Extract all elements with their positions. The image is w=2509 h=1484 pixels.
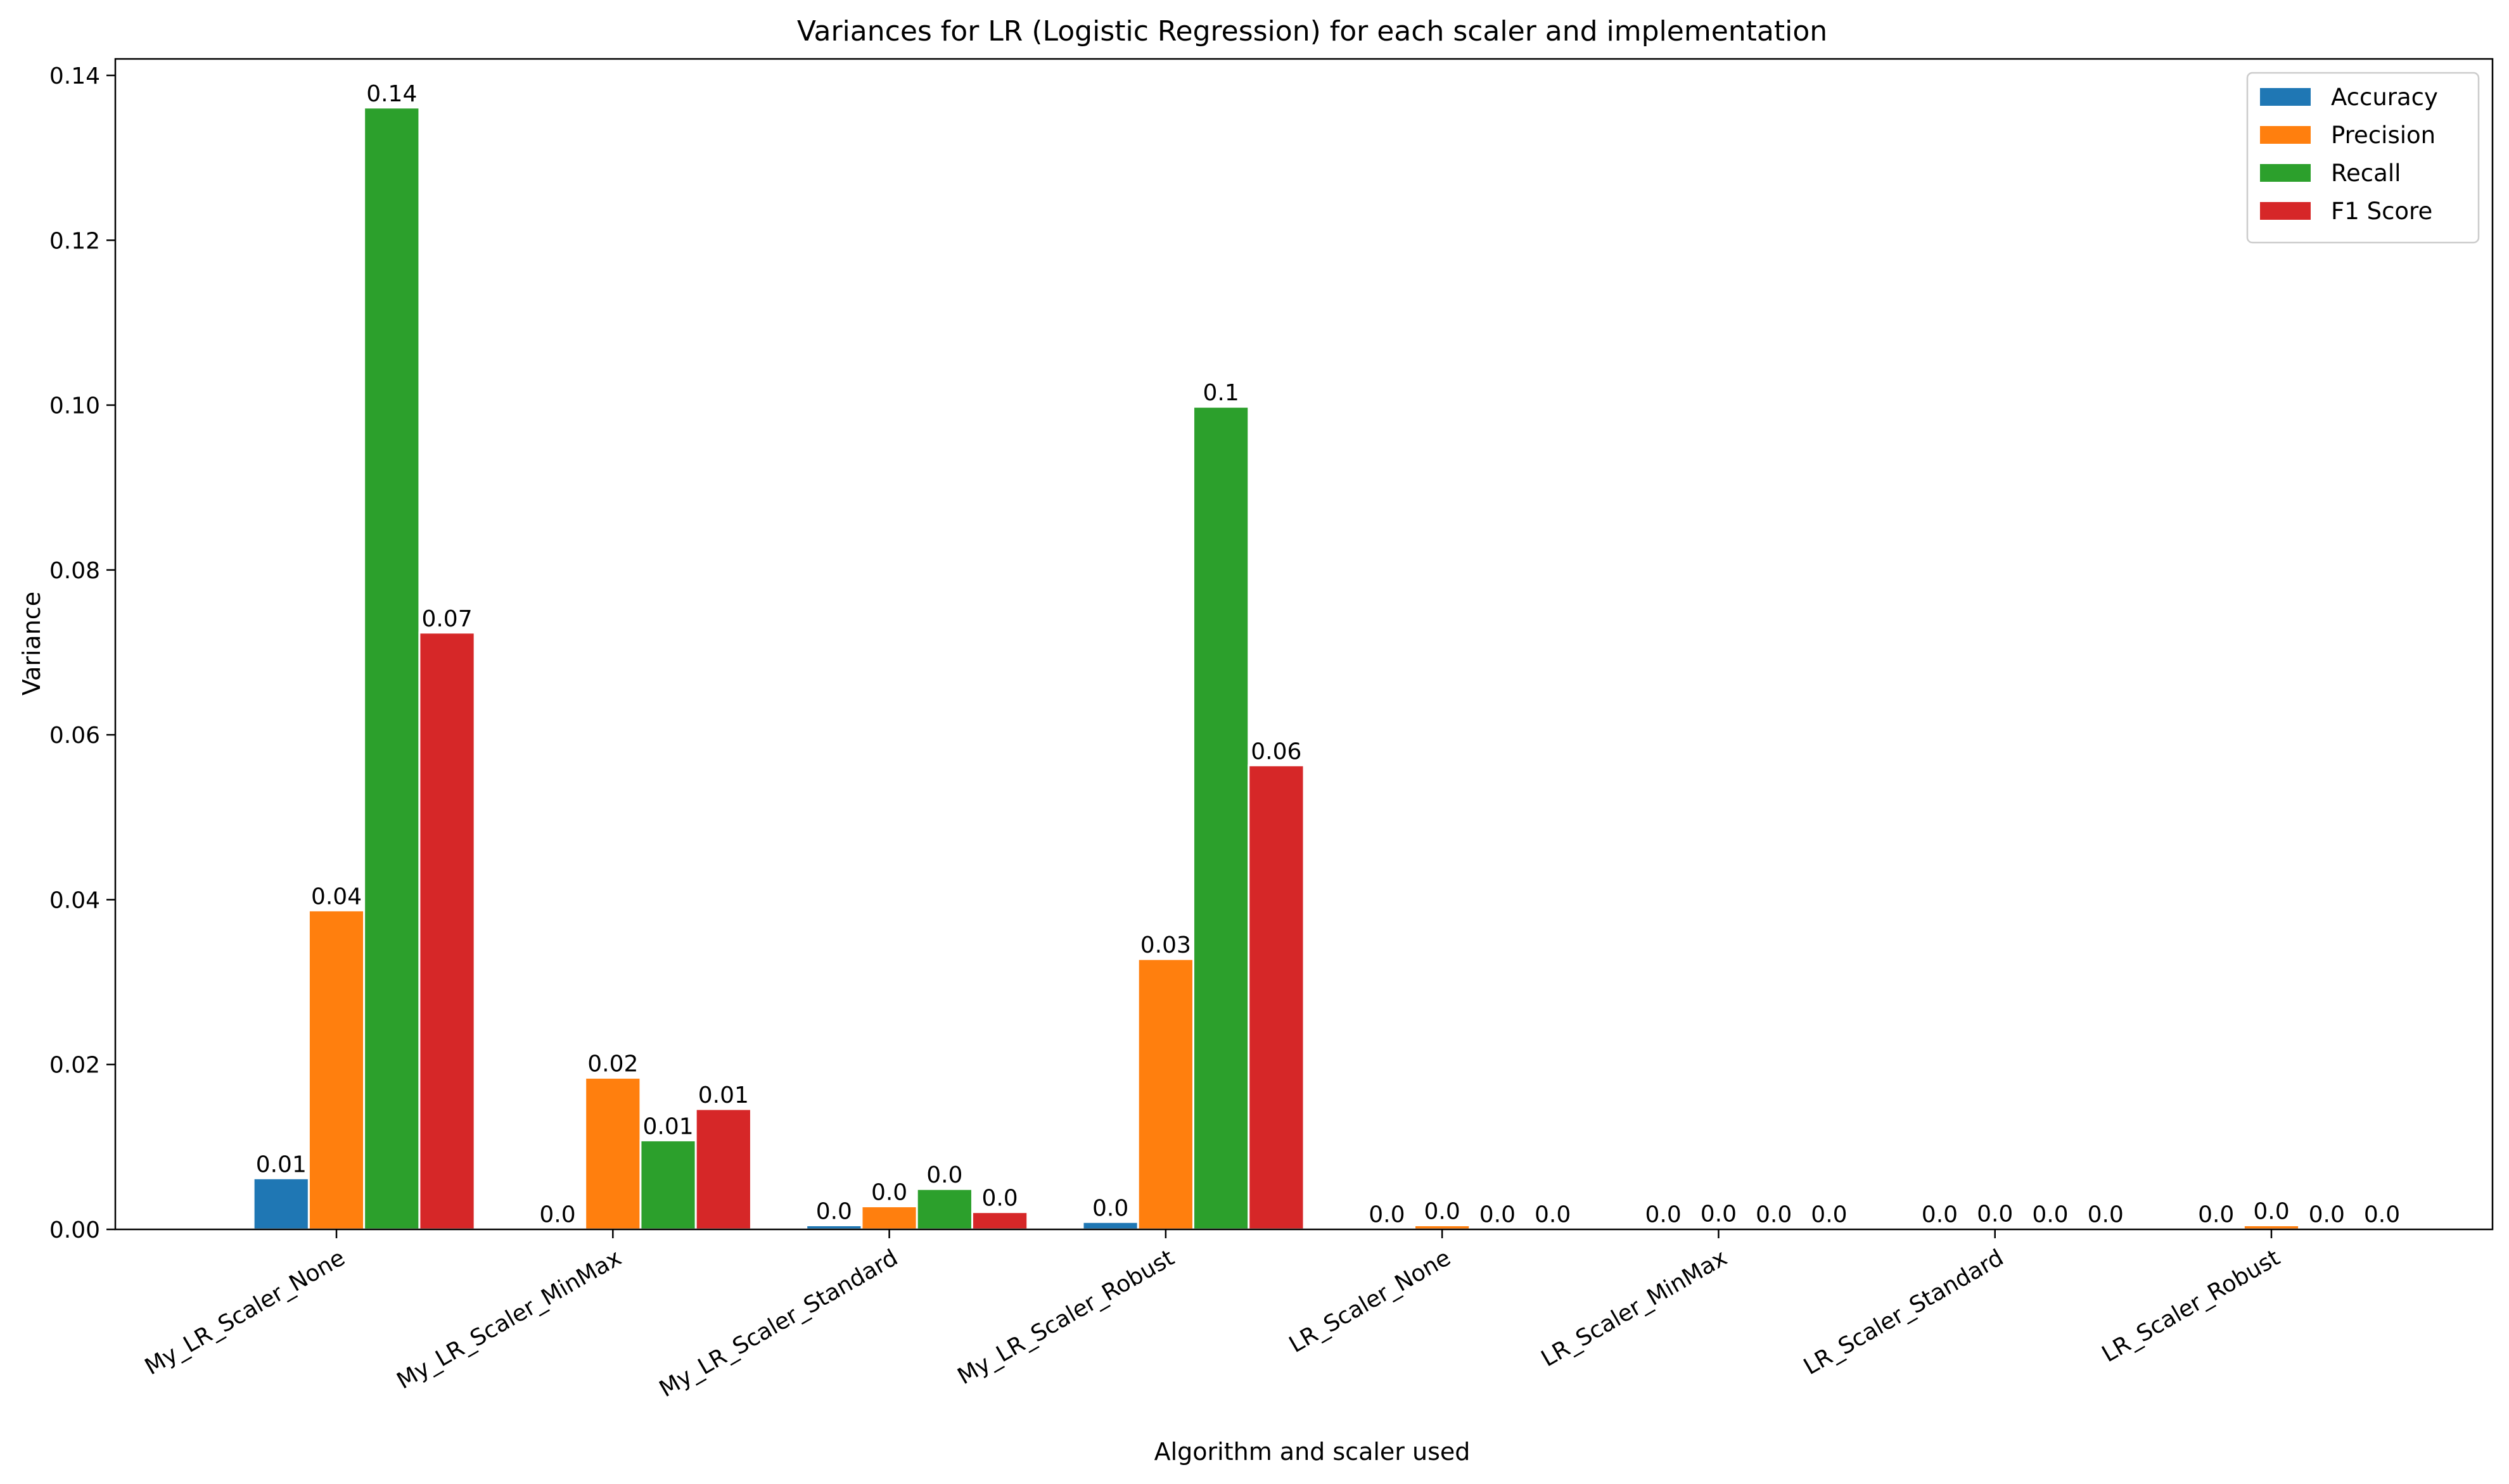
bar: [584, 1077, 642, 1231]
legend-box: [2246, 72, 2480, 244]
bar-value-label: 0.0: [2088, 1202, 2124, 1228]
legend-swatch: [2260, 88, 2311, 106]
bar-value-label: 0.0: [2309, 1202, 2345, 1228]
plot-frame: [114, 58, 2494, 1231]
bar-value-label: 0.0: [2253, 1198, 2289, 1224]
legend-entry: F1 Score: [2331, 198, 2432, 225]
y-tick-label: 0.12: [49, 228, 100, 254]
y-tick-label: 0.00: [49, 1217, 100, 1243]
y-tick-label: 0.10: [49, 393, 100, 419]
bar-value-label: 0.0: [926, 1162, 962, 1188]
bar-value-label: 0.06: [1251, 739, 1301, 764]
bar-value-label: 0.0: [1756, 1202, 1792, 1228]
legend-entry: Accuracy: [2331, 84, 2438, 111]
bar-value-label: 0.0: [1535, 1202, 1571, 1228]
x-tick-label: My_LR_Scaler_Standard: [655, 1245, 902, 1402]
x-tick-label: LR_Scaler_None: [1285, 1245, 1455, 1358]
y-tick-label: 0.14: [49, 63, 100, 89]
bar-value-label: 0.0: [1645, 1202, 1682, 1228]
series-f1-score: 0.07 0.01 0.0 0.06 0.0 0.0 0.0 0.0: [418, 606, 2411, 1231]
y-axis-label: Variance: [18, 592, 46, 695]
y-tick-label: 0.02: [49, 1053, 100, 1079]
x-tick-label: My_LR_Scaler_MinMax: [393, 1245, 626, 1394]
bar-value-label: 0.1: [1203, 380, 1239, 406]
x-tick-label: LR_Scaler_Robust: [2098, 1245, 2285, 1367]
legend-entry: Recall: [2331, 160, 2401, 187]
bar: [860, 1205, 918, 1231]
legend: Accuracy Precision Recall F1 Score: [2246, 72, 2480, 244]
bar-value-label: 0.0: [1811, 1202, 1847, 1228]
bar-value-label: 0.14: [366, 81, 417, 107]
x-tick-label: My_LR_Scaler_Robust: [954, 1245, 1179, 1390]
bar-value-label: 0.0: [1701, 1201, 1737, 1227]
bar: [639, 1139, 697, 1231]
y-tick-label: 0.08: [49, 558, 100, 584]
bar-value-label: 0.0: [981, 1186, 1018, 1212]
series-precision: 0.04 0.02 0.0 0.03 0.0 0.0 0.0 0.0: [307, 884, 2301, 1231]
bar: [916, 1188, 973, 1231]
y-tick-label: 0.06: [49, 723, 100, 749]
bar-value-label: 0.04: [311, 884, 362, 910]
bar: [1082, 1221, 1139, 1231]
bar-value-label: 0.07: [421, 606, 472, 632]
legend-entry: Precision: [2331, 122, 2436, 149]
bar-value-label: 0.0: [1977, 1201, 2013, 1227]
bar-value-label: 0.0: [2032, 1202, 2068, 1228]
bar-value-label: 0.0: [871, 1180, 907, 1206]
x-axis-label: Algorithm and scaler used: [1154, 1438, 1471, 1466]
bar-value-label: 0.0: [1369, 1202, 1405, 1228]
bar-value-label: 0.0: [2364, 1202, 2400, 1228]
bar-value-label: 0.0: [1479, 1202, 1516, 1228]
bar-value-label: 0.01: [698, 1082, 749, 1108]
x-tick-label: My_LR_Scaler_None: [141, 1245, 350, 1380]
bar-value-label: 0.01: [642, 1113, 693, 1139]
x-tick-label: LR_Scaler_Standard: [1799, 1245, 2008, 1380]
y-tick-label: 0.04: [49, 887, 100, 913]
bar-value-label: 0.0: [816, 1198, 852, 1224]
bar: [307, 909, 366, 1231]
x-tick-label: LR_Scaler_MinMax: [1537, 1245, 1732, 1372]
bar: [1248, 764, 1305, 1231]
bar: [1137, 958, 1194, 1231]
bar-value-label: 0.0: [1092, 1195, 1128, 1221]
bar: [971, 1211, 1029, 1231]
bar: [363, 106, 421, 1231]
bar: [1192, 405, 1250, 1231]
bar: [418, 631, 476, 1231]
legend-swatch: [2260, 164, 2311, 182]
legend-swatch: [2260, 126, 2311, 144]
series-recall: 0.14 0.01 0.0 0.1 0.0 0.0 0.0 0.0: [363, 81, 2356, 1231]
chart-title: Variances for LR (Logistic Regression) f…: [797, 15, 1827, 48]
legend-swatch: [2260, 202, 2311, 220]
bar-value-label: 0.03: [1140, 932, 1191, 958]
plot-area: 0.01 0.0 0.0 0.0 0.0 0.0 0.0 0.0 0.04 0.02 0.0 0.03…: [49, 58, 2494, 1402]
bar: [694, 1108, 752, 1231]
bar-value-label: 0.02: [587, 1051, 638, 1077]
bar-value-label: 0.0: [1922, 1202, 1958, 1228]
bar-value-label: 0.0: [2198, 1202, 2234, 1228]
bar-value-label: 0.01: [256, 1151, 307, 1177]
bar-value-label: 0.0: [539, 1202, 575, 1228]
bar: [252, 1177, 310, 1231]
bar-value-label: 0.0: [1424, 1198, 1460, 1224]
